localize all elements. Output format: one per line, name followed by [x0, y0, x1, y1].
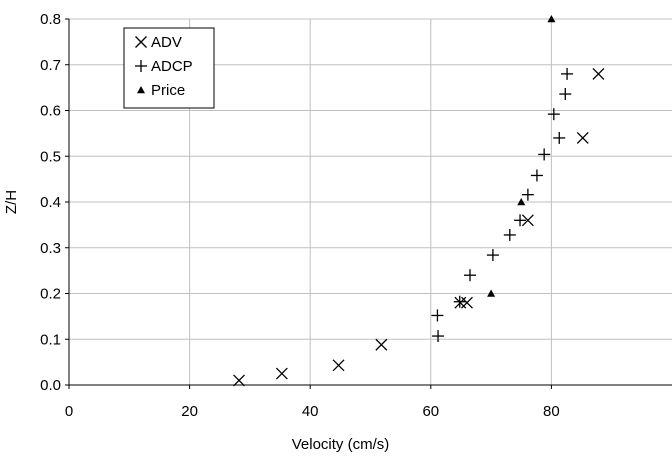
adcp-point — [553, 131, 566, 144]
adv-point — [576, 131, 589, 144]
adcp-point — [486, 249, 499, 262]
legend-label-adcp: ADCP — [151, 58, 193, 75]
legend-label-price: Price — [151, 82, 185, 99]
y-tick-label: 0.8 — [40, 11, 61, 28]
adcp-point — [432, 330, 445, 343]
legend-item-adv: ADV — [135, 34, 182, 51]
x-tick-label: 60 — [422, 403, 439, 420]
axes — [65, 18, 672, 389]
adcp-point — [561, 67, 574, 80]
legend-item-adcp: ADCP — [135, 58, 193, 75]
price-point — [547, 15, 556, 23]
adv-point — [233, 374, 246, 387]
legend: ADV ADCP Price — [123, 27, 215, 109]
y-tick-label: 0.7 — [40, 57, 61, 74]
adv-point — [332, 359, 345, 372]
adv-point — [521, 214, 534, 227]
adv-point — [275, 367, 288, 380]
price-point — [517, 198, 526, 206]
adcp-point — [453, 295, 466, 308]
data-marks — [233, 15, 605, 387]
adcp-point — [503, 228, 516, 241]
adv-point — [375, 338, 388, 351]
adcp-point — [514, 214, 527, 227]
y-tick-label: 0.6 — [40, 103, 61, 120]
adcp-point — [431, 309, 444, 322]
adcp-point — [463, 269, 476, 282]
legend-marker-adv — [135, 36, 147, 48]
x-tick-label: 20 — [181, 403, 198, 420]
x-tick-label: 0 — [65, 403, 73, 420]
y-tick-label: 0.0 — [40, 377, 61, 394]
x-tick-label: 40 — [302, 403, 319, 420]
legend-label-adv: ADV — [151, 34, 182, 51]
y-tick-label: 0.4 — [40, 194, 61, 211]
y-tick-label: 0.1 — [40, 331, 61, 348]
y-axis-title: Z/H — [3, 190, 20, 214]
adcp-point — [559, 88, 572, 101]
x-axis-title: Velocity (cm/s) — [292, 436, 390, 453]
x-tick-label: 80 — [543, 403, 560, 420]
legend-box — [123, 27, 215, 109]
adcp-point — [530, 169, 543, 182]
adv-point — [592, 67, 605, 80]
legend-item-price: Price — [137, 82, 185, 99]
y-tick-label: 0.5 — [40, 148, 61, 165]
price-point — [487, 289, 496, 297]
adcp-point — [538, 148, 551, 161]
adcp-point — [521, 188, 534, 201]
tick-labels: 0.0 0.1 0.2 0.3 0.4 0.5 0.6 0.7 0.8 0 20 40 60 80 — [40, 11, 560, 420]
adcp-point — [547, 108, 560, 121]
adv-point — [461, 296, 473, 309]
y-tick-label: 0.3 — [40, 240, 61, 257]
y-tick-label: 0.2 — [40, 286, 61, 303]
legend-marker-adcp — [135, 60, 147, 72]
legend-marker-price — [137, 86, 145, 94]
